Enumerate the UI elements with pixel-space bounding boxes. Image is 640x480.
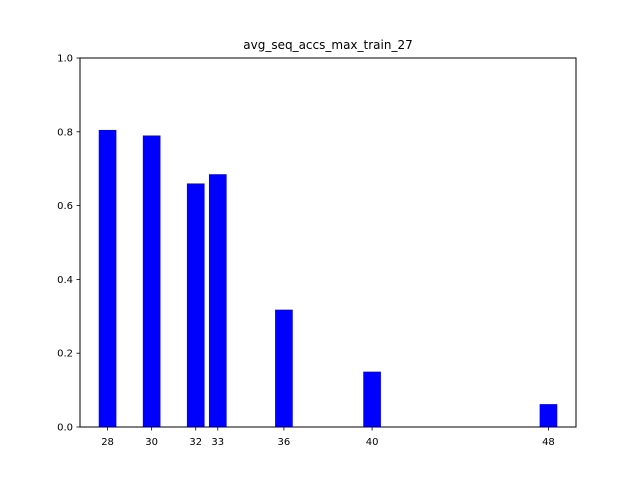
bar-32 (186, 183, 205, 427)
bar-40 (363, 371, 381, 427)
x-tick-label: 40 (366, 437, 379, 448)
x-tick-label: 32 (189, 437, 202, 448)
y-tick-label: 0.6 (57, 201, 73, 212)
y-axis: 0.0 0.2 0.4 0.6 0.8 1.0 (57, 54, 80, 434)
x-tick-label: 33 (211, 437, 224, 448)
plot-frame (79, 57, 577, 428)
y-tick-label: 0.0 (57, 423, 73, 434)
y-tick-label: 0.2 (57, 349, 73, 360)
chart-title: avg_seq_accs_max_train_27 (243, 38, 412, 52)
bar-30 (142, 135, 161, 428)
y-tick-label: 1.0 (57, 54, 73, 65)
bar-28 (98, 129, 117, 427)
y-tick-label: 0.8 (57, 127, 73, 138)
y-tick-label: 0.4 (57, 275, 73, 286)
bar-36 (275, 309, 293, 427)
bar-48 (539, 404, 558, 427)
x-tick-label: 36 (278, 437, 291, 448)
x-tick-label: 30 (145, 437, 158, 448)
x-axis: 28 30 32 33 36 40 48 (101, 427, 555, 448)
bars-layer (98, 129, 558, 428)
bar-33 (208, 174, 227, 427)
x-tick-label: 28 (101, 437, 114, 448)
x-tick-label: 48 (542, 437, 555, 448)
